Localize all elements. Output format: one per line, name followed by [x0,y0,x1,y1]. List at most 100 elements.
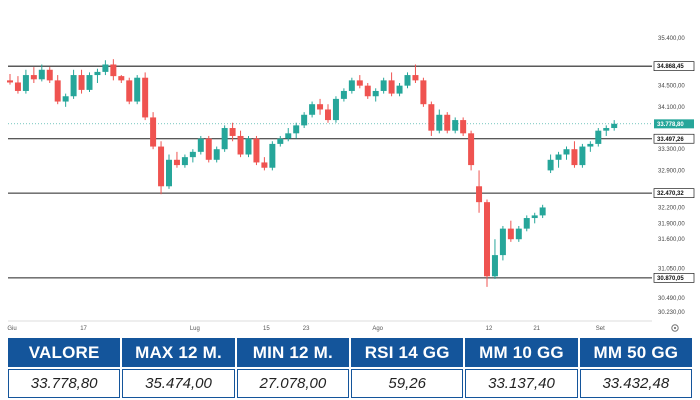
candle [547,154,554,174]
candle [380,77,387,94]
price-axis-label: 35.400,00 [658,36,685,42]
price-axis-label: 30.490,00 [658,296,685,302]
stat-header-mm10: MM 10 GG [465,338,578,367]
stat-header-mm50: MM 50 GG [579,338,692,367]
candle [563,146,570,160]
candle [54,75,61,105]
stat-header-max: MAX 12 M. [122,338,235,367]
candle [78,69,85,94]
candle [134,75,141,105]
candle [237,130,244,158]
candle [181,154,188,168]
date-axis-label: 23 [303,326,310,332]
stat-value-mm10: 33.137,40 [465,369,578,398]
candle [118,75,125,84]
candle [110,59,117,81]
candle [539,204,546,219]
candle [348,77,355,94]
candle [507,220,514,242]
candle [94,68,101,84]
level-label: 33.497,26 [657,137,684,143]
level-label-box [653,188,695,198]
candle [531,212,538,224]
candle [70,69,77,99]
candle [30,67,37,84]
level-label-box [653,273,695,283]
price-axis-label: 33.300,00 [658,147,685,153]
price-axis-label: 32.900,00 [658,168,685,174]
candle [46,67,53,84]
date-axis-label: 12 [486,326,493,332]
price-axis-label: 32.200,00 [658,205,685,211]
candle [555,151,562,168]
candle [515,225,522,242]
price-axis-label: 34.500,00 [658,84,685,90]
candle [317,98,324,115]
candle [102,60,109,76]
price-axis-label: 31.050,00 [658,266,685,272]
candle [142,72,149,121]
stat-header-rsi: RSI 14 GG [351,338,464,367]
price-chart: 34.868,45 33.497,26 32.470,32 30.870,05 33.7… [7,36,695,332]
candle [412,64,419,84]
level-label: 34.868,45 [657,64,684,70]
stat-value-max: 35.474,00 [122,369,235,398]
candle [356,75,363,89]
candle [86,72,93,93]
last-price-label: 33.778,80 [657,122,684,128]
candle [261,157,268,171]
candle [523,215,530,232]
candle [571,141,578,168]
price-axis-label: 31.600,00 [658,237,685,243]
candle [126,77,133,105]
candle [38,64,45,82]
candle [309,101,316,118]
candle [372,88,379,102]
candle [173,151,180,168]
price-axis-label: 34.100,00 [658,105,685,111]
candle [229,122,236,142]
candle [150,112,157,150]
candle [428,101,435,136]
last-price-box [654,119,694,129]
date-axis-label: Set [596,326,605,332]
level-label: 32.470,32 [657,191,684,197]
candle [325,104,331,123]
candle [332,96,339,123]
candle [484,199,490,287]
candle [301,112,308,129]
level-label-box [653,61,695,71]
candle [166,154,172,189]
candle [420,77,427,107]
candle [221,125,228,152]
stat-value-valore: 33.778,80 [8,369,121,398]
stat-value-mm50: 33.432,48 [579,369,692,398]
candle [269,141,276,171]
candle [603,125,610,136]
candle [579,143,586,168]
candle [245,135,252,158]
date-axis-label: Ago [372,326,383,332]
candle [460,117,467,136]
candle [499,225,506,261]
candle [7,74,13,85]
candle [285,128,292,142]
candle [476,170,483,213]
stat-value-rsi: 59,26 [351,369,464,398]
candle [595,128,602,147]
candle [452,117,459,134]
candle [396,83,403,97]
candle [253,135,260,166]
gear-icon[interactable] [671,324,679,332]
candle [22,69,29,94]
candle [611,120,618,131]
candle [189,149,196,163]
stat-header-valore: VALORE [8,338,121,367]
date-axis-label: Lug [190,326,200,332]
date-axis-label: 17 [80,326,87,332]
stat-header-min: MIN 12 M. [236,338,349,367]
stats-table: VALORE MAX 12 M. MIN 12 M. RSI 14 GG MM … [8,338,692,398]
date-axis-label: 15 [263,326,270,332]
date-axis-label: Giu [7,326,16,332]
candle [436,109,443,134]
